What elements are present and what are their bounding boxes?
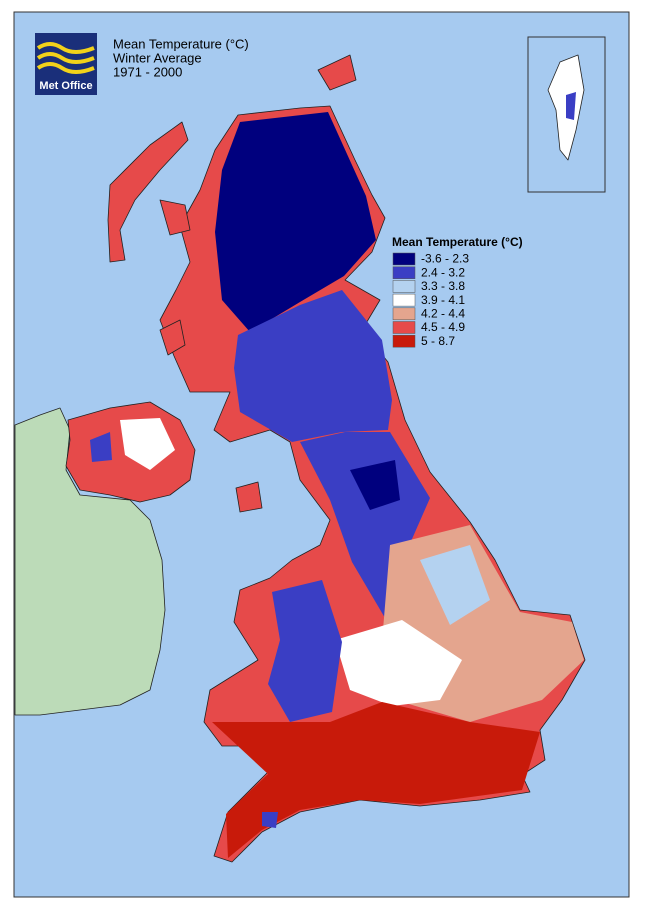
legend-label: 2.4 - 3.2 bbox=[421, 265, 465, 279]
mull bbox=[159, 319, 186, 356]
legend-swatch bbox=[392, 266, 416, 279]
period: 1971 - 2000 bbox=[113, 64, 182, 79]
legend: Mean Temperature (°C) -3.6 - 2.32.4 - 3.… bbox=[392, 235, 523, 348]
legend-title: Mean Temperature (°C) bbox=[392, 235, 523, 249]
legend-swatch bbox=[392, 321, 416, 334]
legend-swatch bbox=[392, 280, 416, 293]
lincolnshire bbox=[420, 545, 490, 625]
shetland-upland bbox=[566, 92, 576, 120]
legend-swatch bbox=[392, 252, 416, 266]
skye bbox=[159, 199, 191, 236]
inset-frame bbox=[527, 36, 606, 193]
legend-label: 4.5 - 4.9 bbox=[421, 320, 465, 334]
legend-label: -3.6 - 2.3 bbox=[421, 252, 469, 266]
orkney bbox=[317, 54, 357, 91]
logo-text: Met Office bbox=[39, 80, 92, 92]
legend-label: 4.2 - 4.4 bbox=[421, 306, 465, 320]
ni-upland bbox=[120, 418, 175, 470]
south-england bbox=[212, 702, 540, 858]
wales-uplands bbox=[268, 580, 342, 722]
legend-label: 3.3 - 3.8 bbox=[421, 279, 465, 293]
isle-of-man bbox=[235, 481, 263, 513]
legend-swatch bbox=[392, 307, 416, 321]
legend-label: 3.9 - 4.1 bbox=[421, 293, 465, 307]
ni-upland bbox=[90, 432, 112, 462]
subtitle: Winter Average bbox=[113, 50, 202, 65]
legend-swatch bbox=[392, 334, 416, 348]
highlands bbox=[215, 112, 376, 332]
logo-waves bbox=[36, 42, 95, 74]
pennines-high bbox=[350, 460, 400, 510]
southern-uplands bbox=[234, 290, 392, 442]
ireland bbox=[14, 407, 166, 716]
legend-swatch bbox=[392, 293, 416, 307]
legend-label: 5 - 8.7 bbox=[421, 334, 455, 348]
title: Mean Temperature (°C) bbox=[113, 36, 249, 51]
midlands bbox=[335, 620, 462, 706]
dartmoor bbox=[262, 812, 278, 828]
western-isles bbox=[107, 121, 189, 263]
